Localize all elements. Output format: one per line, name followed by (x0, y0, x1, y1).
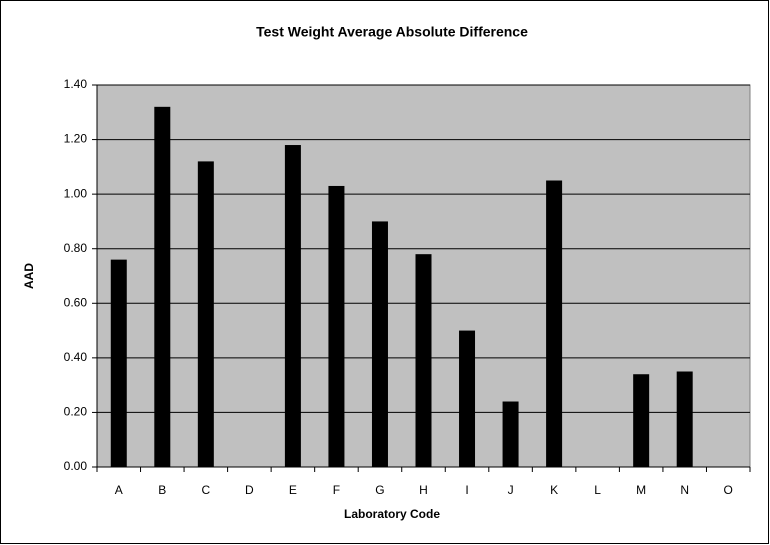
x-tick-label: A (115, 483, 123, 497)
y-tick-label: 0.60 (64, 295, 88, 309)
bar (415, 254, 432, 467)
bar (328, 185, 345, 467)
x-tick-label: I (465, 483, 468, 497)
bar (154, 106, 171, 467)
y-tick-label: 0.00 (64, 459, 88, 473)
x-tick-label: O (724, 483, 733, 497)
bar (676, 371, 693, 467)
bar (633, 374, 650, 467)
bar (371, 221, 388, 467)
bar (459, 330, 476, 467)
x-axis-title: Laboratory Code (344, 507, 440, 521)
bar (546, 180, 563, 467)
x-tick-label: H (419, 483, 428, 497)
bar (502, 401, 519, 467)
y-axis-title: AAD (22, 263, 36, 289)
x-tick-label: E (289, 483, 297, 497)
bar (110, 259, 127, 467)
y-tick-label: 1.40 (64, 77, 88, 91)
chart-title: Test Weight Average Absolute Difference (256, 24, 528, 40)
y-tick-label: 0.20 (64, 405, 88, 419)
bar (197, 161, 214, 467)
x-tick-label: B (158, 483, 166, 497)
x-tick-label: M (636, 483, 646, 497)
y-tick-label: 1.20 (64, 132, 88, 146)
x-tick-label: F (333, 483, 340, 497)
y-tick-label: 0.80 (64, 241, 88, 255)
x-tick-label: J (508, 483, 514, 497)
x-tick-label: C (201, 483, 210, 497)
x-tick-label: K (550, 483, 558, 497)
x-tick-label: N (680, 483, 689, 497)
x-tick-label: D (245, 483, 254, 497)
x-tick-label: L (594, 483, 601, 497)
y-tick-label: 0.40 (64, 350, 88, 364)
bar (284, 145, 301, 467)
x-tick-label: G (375, 483, 384, 497)
y-tick-label: 1.00 (64, 186, 88, 200)
